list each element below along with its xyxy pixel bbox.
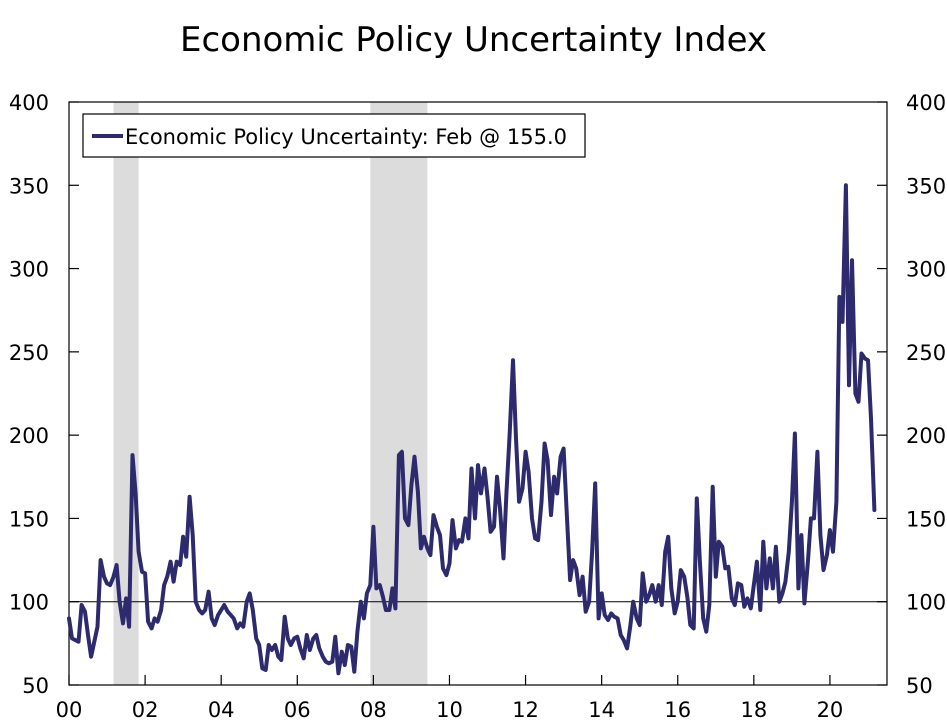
y-tick-label-right-250: 250 — [906, 341, 946, 365]
x-tick-label-20: 20 — [817, 698, 844, 722]
y-tick-label-left-200: 200 — [9, 424, 49, 448]
legend-label: Economic Policy Uncertainty: Feb @ 155.0 — [125, 125, 567, 149]
y-tick-label-right-150: 150 — [906, 507, 946, 531]
chart-title: Economic Policy Uncertainty Index — [179, 20, 768, 60]
y-tick-label-right-200: 200 — [906, 424, 946, 448]
x-tick-label-08: 08 — [360, 698, 387, 722]
x-axis-ticks: 00 02 04 06 08 10 12 14 16 18 20 — [56, 675, 844, 722]
y-tick-label-right-100: 100 — [906, 591, 946, 615]
y-tick-label-left-250: 250 — [9, 341, 49, 365]
y-tick-label-left-350: 350 — [9, 174, 49, 198]
x-tick-label-00: 00 — [56, 698, 83, 722]
y-tick-label-left-150: 150 — [9, 507, 49, 531]
x-tick-label-02: 02 — [132, 698, 159, 722]
series-line-epu — [67, 183, 877, 676]
recession-bands — [113, 102, 428, 685]
x-tick-label-16: 16 — [664, 698, 691, 722]
legend: Economic Policy Uncertainty: Feb @ 155.0 — [82, 113, 586, 158]
x-tick-label-14: 14 — [588, 698, 615, 722]
recession-band-2 — [370, 102, 428, 685]
y-tick-label-left-400: 400 — [9, 91, 49, 115]
y-tick-label-left-300: 300 — [9, 258, 49, 282]
x-tick-label-04: 04 — [208, 698, 235, 722]
y-axis-ticks: 50 50 100 100 150 150 200 200 250 250 300 300 350 350… — [9, 91, 946, 698]
legend-box — [82, 113, 586, 158]
plot-frame — [68, 101, 888, 686]
y-tick-label-right-350: 350 — [906, 174, 946, 198]
x-tick-label-10: 10 — [436, 698, 463, 722]
x-tick-label-06: 06 — [284, 698, 311, 722]
x-tick-label-18: 18 — [740, 698, 767, 722]
y-tick-label-right-400: 400 — [906, 91, 946, 115]
y-tick-label-left-100: 100 — [9, 591, 49, 615]
y-tick-label-left-50: 50 — [22, 674, 49, 698]
y-tick-label-right-50: 50 — [906, 674, 933, 698]
y-tick-label-right-300: 300 — [906, 258, 946, 282]
x-tick-label-12: 12 — [512, 698, 539, 722]
